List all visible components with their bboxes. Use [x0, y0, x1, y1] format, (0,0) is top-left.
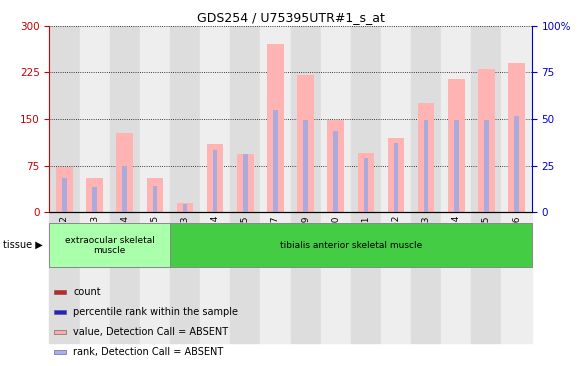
Bar	[200, 212, 230, 343]
Bar	[140, 26, 170, 212]
Bar	[92, 187, 97, 212]
Bar	[328, 120, 344, 212]
Bar	[170, 212, 200, 343]
Bar	[170, 26, 200, 212]
Bar	[394, 143, 398, 212]
Bar	[153, 186, 157, 212]
Bar	[54, 350, 66, 354]
Bar	[357, 153, 374, 212]
Bar	[56, 168, 73, 212]
Bar	[110, 212, 140, 343]
Bar	[364, 157, 368, 212]
Bar	[381, 26, 411, 212]
FancyBboxPatch shape	[170, 223, 532, 267]
Bar	[290, 212, 321, 343]
Bar	[123, 165, 127, 212]
Text: tissue ▶: tissue ▶	[3, 240, 42, 250]
Bar	[267, 44, 284, 212]
Bar	[54, 290, 66, 294]
Bar	[87, 178, 103, 212]
Bar	[207, 144, 224, 212]
Bar	[441, 26, 471, 212]
Bar	[116, 132, 133, 212]
Bar	[290, 26, 321, 212]
Bar	[514, 116, 519, 212]
Bar	[411, 26, 441, 212]
Bar	[54, 310, 66, 314]
Bar	[418, 103, 435, 212]
Text: extraocular skeletal
muscle: extraocular skeletal muscle	[64, 235, 155, 255]
Bar	[243, 154, 248, 212]
Bar	[183, 204, 187, 212]
Bar	[333, 131, 338, 212]
Bar	[260, 212, 290, 343]
Bar	[49, 26, 80, 212]
Bar	[140, 212, 170, 343]
Bar	[471, 26, 501, 212]
Bar	[424, 120, 428, 212]
Bar	[213, 150, 217, 212]
Bar	[273, 110, 278, 212]
Bar	[351, 26, 381, 212]
Bar	[508, 63, 525, 212]
Bar	[478, 69, 494, 212]
Bar	[441, 212, 471, 343]
Text: count: count	[74, 287, 101, 297]
Bar	[54, 330, 66, 334]
Bar	[260, 26, 290, 212]
Bar	[297, 75, 314, 212]
Bar	[237, 154, 253, 212]
Bar	[200, 26, 230, 212]
Text: tibialis anterior skeletal muscle: tibialis anterior skeletal muscle	[279, 241, 422, 250]
Bar	[146, 178, 163, 212]
Text: value, Detection Call = ABSENT: value, Detection Call = ABSENT	[74, 327, 228, 337]
Bar	[501, 26, 532, 212]
Bar	[177, 203, 193, 212]
Bar	[62, 178, 67, 212]
Bar	[80, 26, 110, 212]
FancyBboxPatch shape	[49, 223, 170, 267]
Bar	[484, 120, 489, 212]
Bar	[501, 212, 532, 343]
Bar	[49, 212, 80, 343]
Bar	[381, 212, 411, 343]
Bar	[351, 212, 381, 343]
Bar	[230, 212, 260, 343]
Bar	[303, 120, 308, 212]
Text: rank, Detection Call = ABSENT: rank, Detection Call = ABSENT	[74, 347, 224, 357]
Bar	[471, 212, 501, 343]
Title: GDS254 / U75395UTR#1_s_at: GDS254 / U75395UTR#1_s_at	[196, 11, 385, 25]
Bar	[321, 212, 351, 343]
Bar	[230, 26, 260, 212]
Bar	[448, 79, 465, 212]
Bar	[321, 26, 351, 212]
Bar	[454, 120, 458, 212]
Text: percentile rank within the sample: percentile rank within the sample	[74, 307, 238, 317]
Bar	[388, 138, 404, 212]
Bar	[411, 212, 441, 343]
Bar	[110, 26, 140, 212]
Bar	[80, 212, 110, 343]
